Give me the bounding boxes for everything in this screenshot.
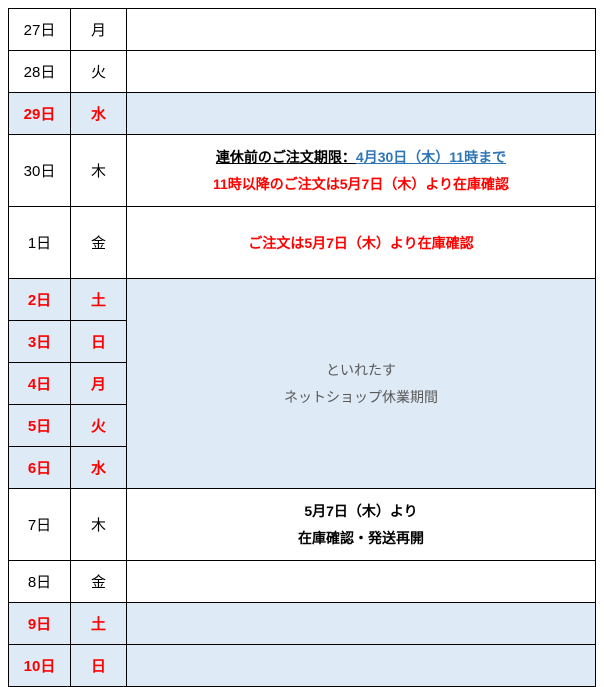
note-cell — [127, 645, 596, 687]
closure-line1: といれたす — [133, 357, 589, 384]
dow-cell: 水 — [71, 93, 127, 135]
date-cell: 27日 — [9, 9, 71, 51]
date-cell: 3日 — [9, 321, 71, 363]
dow-cell: 日 — [71, 321, 127, 363]
dow-cell: 月 — [71, 363, 127, 405]
date-cell: 9日 — [9, 603, 71, 645]
table-row: 28日 火 — [9, 51, 596, 93]
deadline-label: 連休前のご注文期限： — [216, 149, 356, 165]
table-row: 7日 木 5月7日（木）より 在庫確認・発送再開 — [9, 489, 596, 561]
note-cell — [127, 9, 596, 51]
calendar-table-wrap: 27日 月 28日 火 29日 水 30日 木 連休前のご注文期限：4月30日（… — [0, 0, 604, 664]
note-cell: 連休前のご注文期限：4月30日（木）11時まで 11時以降のご注文は5月7日（木… — [127, 135, 596, 207]
date-cell: 10日 — [9, 645, 71, 687]
calendar-table: 27日 月 28日 火 29日 水 30日 木 連休前のご注文期限：4月30日（… — [8, 8, 596, 687]
table-row: 8日 金 — [9, 561, 596, 603]
resume-note: 5月7日（木）より 在庫確認・発送再開 — [127, 489, 596, 561]
dow-cell: 火 — [71, 51, 127, 93]
date-cell: 29日 — [9, 93, 71, 135]
dow-cell: 月 — [71, 9, 127, 51]
deadline-value: 4月30日（木）11時まで — [356, 149, 506, 165]
table-row: 30日 木 連休前のご注文期限：4月30日（木）11時まで 11時以降のご注文は… — [9, 135, 596, 207]
closure-note: といれたす ネットショップ休業期間 — [127, 279, 596, 489]
date-cell: 28日 — [9, 51, 71, 93]
resume-line2: 在庫確認・発送再開 — [133, 525, 589, 552]
note-cell — [127, 603, 596, 645]
dow-cell: 木 — [71, 135, 127, 207]
note-cell: ご注文は5月7日（木）より在庫確認 — [127, 207, 596, 279]
dow-cell: 土 — [71, 603, 127, 645]
note-cell — [127, 51, 596, 93]
table-row: 2日 土 といれたす ネットショップ休業期間 — [9, 279, 596, 321]
after-deadline-note: 11時以降のご注文は5月7日（木）より在庫確認 — [133, 171, 589, 198]
dow-cell: 土 — [71, 279, 127, 321]
note-cell — [127, 93, 596, 135]
date-cell: 1日 — [9, 207, 71, 279]
table-row: 9日 土 — [9, 603, 596, 645]
dow-cell: 金 — [71, 561, 127, 603]
date-cell: 4日 — [9, 363, 71, 405]
dow-cell: 火 — [71, 405, 127, 447]
dow-cell: 金 — [71, 207, 127, 279]
dow-cell: 木 — [71, 489, 127, 561]
date-cell: 30日 — [9, 135, 71, 207]
dow-cell: 日 — [71, 645, 127, 687]
dow-cell: 水 — [71, 447, 127, 489]
table-row: 27日 月 — [9, 9, 596, 51]
table-row: 29日 水 — [9, 93, 596, 135]
table-row: 1日 金 ご注文は5月7日（木）より在庫確認 — [9, 207, 596, 279]
date-cell: 5日 — [9, 405, 71, 447]
date-cell: 2日 — [9, 279, 71, 321]
date-cell: 6日 — [9, 447, 71, 489]
note-cell — [127, 561, 596, 603]
date-cell: 7日 — [9, 489, 71, 561]
closure-line2: ネットショップ休業期間 — [133, 384, 589, 411]
resume-line1: 5月7日（木）より — [133, 498, 589, 525]
table-row: 10日 日 — [9, 645, 596, 687]
date-cell: 8日 — [9, 561, 71, 603]
